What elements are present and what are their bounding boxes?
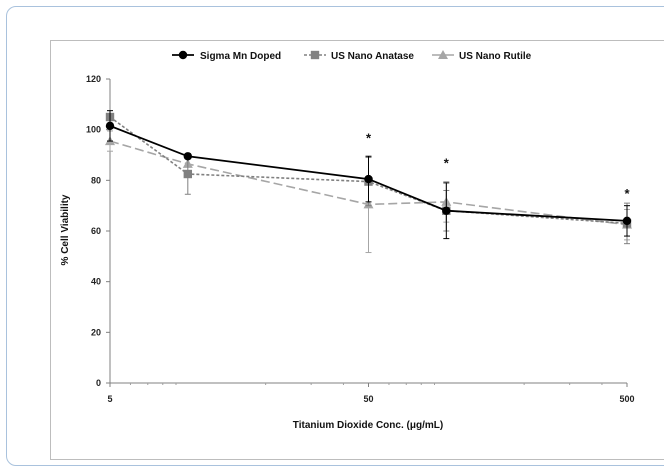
x-tick-label: 500: [619, 394, 634, 404]
legend-marker: [438, 50, 448, 59]
legend-label: US Nano Anatase: [331, 51, 414, 62]
legend-marker: [178, 50, 188, 60]
data-point: [442, 206, 451, 215]
legend-label: Sigma Mn Doped: [200, 51, 281, 62]
series-sigma-mn-doped: [105, 110, 632, 240]
legend-label: US Nano Rutile: [459, 51, 532, 62]
data-point: [183, 152, 193, 161]
y-tick-label: 20: [91, 327, 101, 337]
legend-item: US Nano Rutile: [432, 50, 532, 62]
data-point: [622, 216, 632, 226]
y-tick-label: 80: [91, 175, 101, 185]
legend-marker: [310, 50, 320, 60]
significance-marker: *: [366, 130, 372, 145]
data-point: [105, 121, 115, 131]
chart-axes: 0 20 40 60 80 100 120 5 50 500: [86, 74, 635, 404]
legend-item: US Nano Anatase: [304, 50, 414, 62]
x-tick-label: 5: [107, 394, 112, 404]
chart-legend: Sigma Mn Doped US Nano Anatase US Nano Rut…: [172, 50, 532, 62]
y-tick-label: 100: [86, 125, 101, 135]
x-tick-label: 50: [363, 394, 373, 404]
data-point: [183, 169, 193, 179]
y-tick-label: 120: [86, 74, 101, 84]
x-axis-label: Titanium Dioxide Conc. (μg/mL): [293, 420, 443, 431]
chart-frame: [50, 40, 664, 460]
chart-series: * * *: [105, 110, 632, 254]
y-tick-label: 40: [91, 277, 101, 287]
significance-marker: *: [624, 186, 630, 201]
y-tick-label: 0: [96, 378, 101, 388]
data-point: [364, 174, 373, 184]
significance-marker: *: [444, 156, 450, 171]
legend-item: Sigma Mn Doped: [172, 50, 281, 62]
line-chart: Sigma Mn Doped US Nano Anatase US Nano Rut…: [60, 50, 635, 431]
y-tick-label: 60: [91, 226, 101, 236]
y-axis-label: % Cell Viability: [60, 194, 71, 265]
